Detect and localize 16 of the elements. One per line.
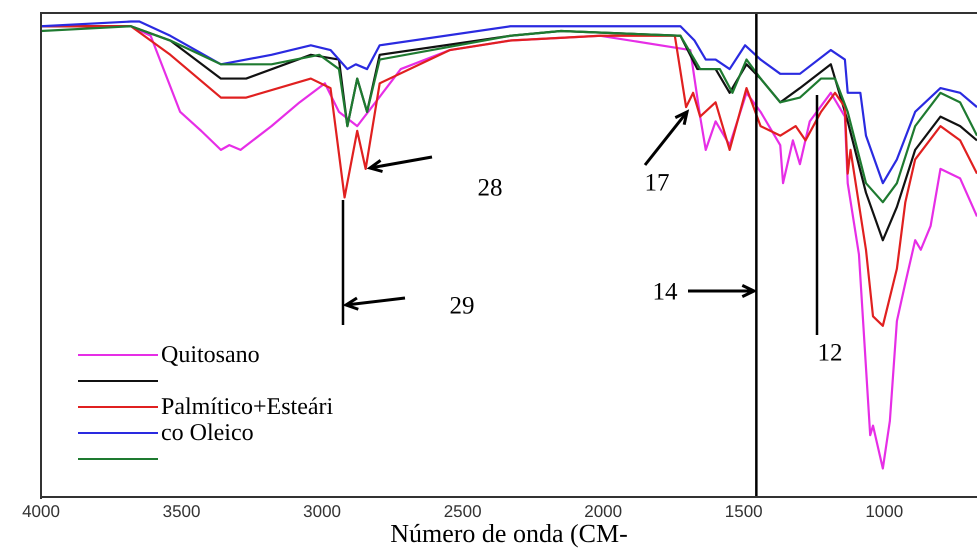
x-tick-label: 3000 (303, 502, 341, 522)
legend-label: co Oleico (161, 420, 254, 446)
annotation: 12 (818, 340, 842, 367)
legend-label: Palmítico+Esteári (161, 394, 334, 420)
x-tick-label: 4000 (22, 502, 60, 522)
x-tick-label: 1500 (724, 502, 763, 522)
x-tick-label: 1000 (865, 502, 904, 522)
x-tick-label: 2000 (584, 502, 622, 522)
x-tick-label: 2500 (444, 502, 482, 522)
x-tick-label: 3500 (162, 502, 200, 522)
annotation: 17 (644, 170, 670, 197)
legend-label: Quitosano (161, 342, 260, 368)
annotation: 28 (478, 174, 502, 202)
annotation: 14 (652, 278, 678, 306)
x-axis-title: Número de onda (CM- (390, 519, 628, 548)
annotation: 29 (450, 292, 474, 320)
